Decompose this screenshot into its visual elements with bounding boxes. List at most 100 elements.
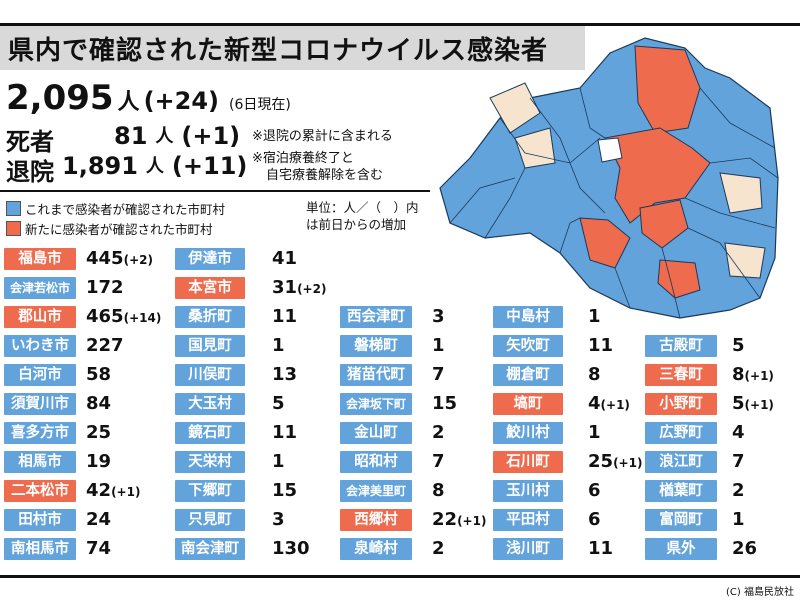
municipality-count: 11	[588, 538, 613, 560]
count-value: 42	[86, 480, 112, 501]
municipality-name: 会津美里町	[340, 480, 412, 502]
municipality-count: 172	[86, 277, 124, 299]
municipality-name: 喜多方市	[4, 422, 76, 444]
municipality-count: 130	[272, 538, 310, 560]
municipality-name: 平田村	[493, 509, 563, 531]
municipality-name: 西郷村	[340, 509, 412, 531]
municipality-count: 445(+2)	[86, 248, 153, 270]
count-value: 8	[432, 480, 445, 501]
map-region-date	[634, 45, 701, 134]
count-diff: (+2)	[297, 282, 327, 296]
count-value: 1	[588, 306, 601, 327]
municipality-name: 広野町	[645, 422, 717, 444]
count-value: 58	[86, 364, 112, 385]
count-value: 2	[732, 480, 745, 501]
count-diff: (+1)	[111, 485, 141, 499]
municipality-count: 2	[432, 538, 445, 560]
count-value: 84	[86, 393, 112, 414]
count-value: 13	[272, 364, 298, 385]
total-cases: 2,095 人 (+24) (6日現在)	[6, 78, 291, 118]
count-value: 227	[86, 335, 124, 356]
count-value: 1	[272, 335, 285, 356]
count-value: 74	[86, 538, 112, 559]
count-diff: (+1)	[744, 369, 774, 383]
count-value: 11	[588, 335, 614, 356]
count-value: 445	[86, 248, 124, 269]
municipality-count: 25	[86, 422, 111, 444]
municipality-name: 県外	[645, 538, 717, 560]
count-value: 15	[432, 393, 458, 414]
count-value: 5	[272, 393, 285, 414]
municipality-name: 猪苗代町	[340, 364, 412, 386]
map-boundaries	[449, 87, 779, 319]
discharged-label: 退院	[6, 158, 54, 186]
municipality-count: 1	[588, 422, 601, 444]
municipality-count: 5	[272, 393, 285, 415]
municipality-name: 石川町	[493, 451, 563, 473]
count-value: 11	[588, 538, 614, 559]
municipality-name: 矢吹町	[493, 335, 563, 357]
note-discharged-1: ※宿泊療養終了と	[252, 151, 354, 166]
count-value: 24	[86, 509, 112, 530]
municipality-count: 26	[732, 538, 757, 560]
count-diff: (+2)	[123, 253, 153, 267]
map-region-central-white	[597, 137, 623, 163]
count-value: 2	[432, 538, 445, 559]
count-value: 465	[86, 306, 124, 327]
legend-blue-swatch	[6, 201, 21, 216]
municipality-name: 南会津町	[175, 538, 245, 560]
municipality-count: 1	[588, 306, 601, 328]
count-value: 1	[432, 335, 445, 356]
count-value: 25	[86, 422, 112, 443]
municipality-count: 31(+2)	[272, 277, 326, 299]
municipality-name: 福島市	[4, 248, 76, 270]
municipality-name: 南相馬市	[4, 538, 76, 560]
municipality-count: 1	[272, 335, 285, 357]
municipality-count: 19	[86, 451, 111, 473]
divider	[0, 190, 430, 192]
municipality-count: 5	[732, 335, 745, 357]
discharged-diff: (+11)	[171, 152, 248, 180]
count-value: 11	[272, 422, 298, 443]
municipality-count: 15	[272, 480, 297, 502]
municipality-count: 11	[272, 422, 297, 444]
deaths-row: 死者 81 人 (+1)	[6, 122, 240, 157]
map-region-fukushima	[604, 127, 711, 224]
municipality-name: 二本松市	[4, 480, 76, 502]
municipality-name: 楢葉町	[645, 480, 717, 502]
total-asof: (6日現在)	[229, 97, 291, 113]
municipality-count: 13	[272, 364, 297, 386]
municipality-name: 只見町	[175, 509, 245, 531]
municipality-count: 11	[272, 306, 297, 328]
municipality-name: 金山町	[340, 422, 412, 444]
municipality-count: 11	[588, 335, 613, 357]
count-value: 1	[272, 451, 285, 472]
municipality-name: 玉川村	[493, 480, 563, 502]
municipality-count: 41	[272, 248, 297, 270]
municipality-name: 相馬市	[4, 451, 76, 473]
municipality-count: 7	[432, 451, 445, 473]
municipality-count: 1	[432, 335, 445, 357]
unit-note: 単位：人／（ ）内 は前日からの増加	[306, 199, 419, 233]
count-value: 41	[272, 248, 298, 269]
count-diff: (+14)	[123, 311, 162, 325]
legend-red-swatch	[6, 221, 21, 236]
count-value: 4	[732, 422, 745, 443]
legend-existing-label: これまで感染者が確認された市町村	[25, 202, 226, 217]
discharged-value: 1,891	[62, 152, 138, 180]
count-value: 8	[732, 364, 745, 385]
municipality-count: 74	[86, 538, 111, 560]
deaths-label: 死者	[6, 128, 54, 156]
title-bar: 県内で確認された新型コロナウイルス感染者	[0, 26, 585, 70]
legend-new: 新たに感染者が確認された市町村	[6, 219, 213, 238]
count-value: 172	[86, 277, 124, 298]
municipality-count: 3	[432, 306, 445, 328]
municipality-name: 塙町	[493, 393, 563, 415]
map-region-southeast-blank	[724, 242, 766, 279]
map-region-koriyama	[639, 199, 689, 249]
municipality-count: 8	[588, 364, 601, 386]
municipality-name: 富岡町	[645, 509, 717, 531]
credit: (C) 福島民放社	[726, 587, 794, 598]
municipality-name: 郡山市	[4, 306, 76, 328]
unit-note-line-2: は前日からの増加	[306, 217, 407, 232]
